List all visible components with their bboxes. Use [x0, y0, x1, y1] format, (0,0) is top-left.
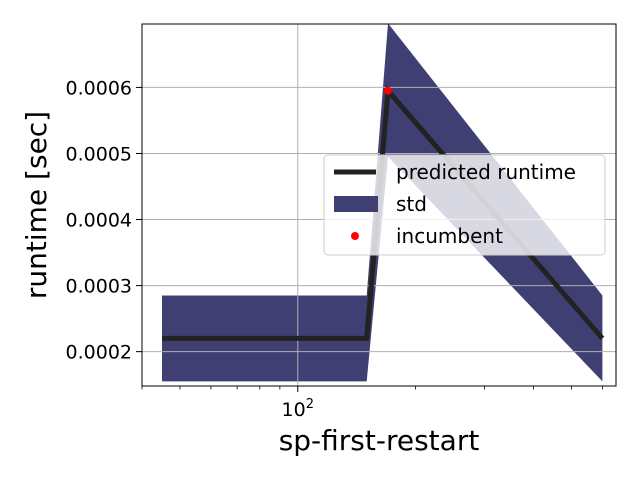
- plot-frame: [141, 23, 617, 387]
- legend-point-swatch: [351, 232, 359, 240]
- legend-band-swatch: [334, 196, 378, 212]
- y-tick-label: 0.0005: [66, 143, 132, 165]
- y-axis-ticks: 0.0002 0.0003 0.0004 0.0005 0.0006: [66, 77, 142, 364]
- incumbent-points: [383, 86, 392, 95]
- y-tick-label: 0.0002: [66, 342, 132, 364]
- incumbent-point: [383, 86, 392, 95]
- legend: predicted runtime std incumbent: [323, 154, 606, 256]
- x-axis-title: sp-first-restart: [279, 424, 480, 457]
- y-tick-label: 0.0003: [66, 276, 132, 298]
- legend-label: incumbent: [396, 224, 503, 248]
- legend-label: std: [396, 192, 427, 216]
- legend-box: [323, 154, 606, 256]
- y-axis-title: runtime [sec]: [20, 111, 53, 299]
- y-tick-label: 0.0006: [66, 77, 132, 99]
- x-tick-label: 102: [282, 397, 314, 421]
- x-axis-ticks: 102: [141, 386, 603, 421]
- y-tick-label: 0.0004: [66, 210, 132, 232]
- legend-label: predicted runtime: [396, 160, 576, 184]
